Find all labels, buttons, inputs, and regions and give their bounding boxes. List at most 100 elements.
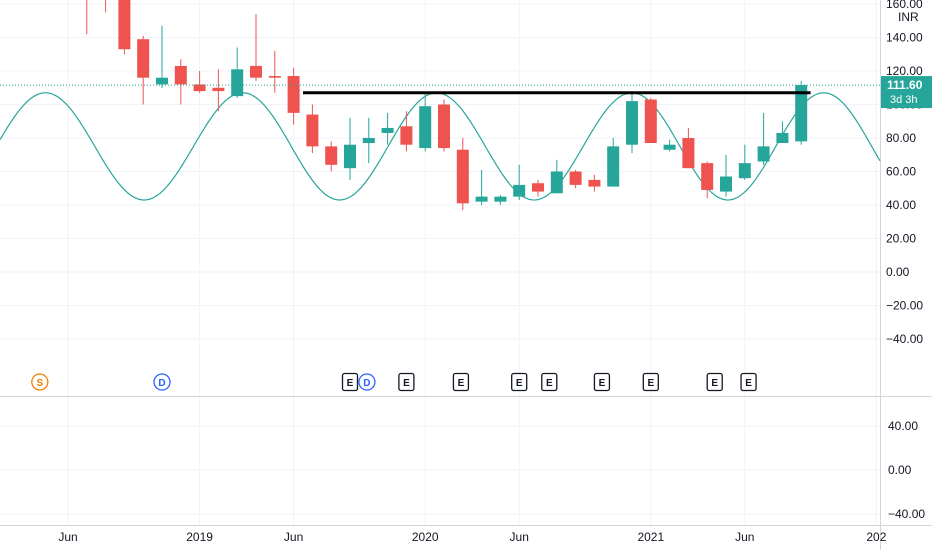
- price-tick-label: 20.00: [886, 232, 916, 246]
- candle-body: [419, 106, 432, 149]
- candle-body: [569, 171, 582, 185]
- candle: [400, 111, 413, 152]
- lower-tick-label: 0.00: [888, 463, 912, 477]
- candle: [325, 141, 338, 172]
- candle: [456, 138, 469, 211]
- candle: [156, 25, 168, 88]
- price-tick-label: 80.00: [886, 131, 916, 145]
- candle-body: [325, 146, 338, 165]
- currency-label[interactable]: INR: [898, 10, 919, 24]
- candle: [663, 139, 676, 152]
- last-price-label-layer: 111.60 3d 3h: [881, 76, 932, 109]
- candle-body: [701, 163, 714, 190]
- event-marker-box: [593, 372, 611, 392]
- event-marker-letter: E: [546, 378, 553, 389]
- event-marker-letter: E: [347, 378, 354, 389]
- price-tick-label: 160.00: [886, 0, 923, 11]
- candle: [607, 138, 620, 187]
- candle: [701, 161, 714, 199]
- earnings-event-marker[interactable]: E: [740, 372, 757, 392]
- candle: [475, 169, 488, 205]
- candle: [306, 104, 319, 154]
- candle: [344, 117, 356, 180]
- candle-body: [306, 114, 319, 147]
- time-tick-label: 2021: [637, 530, 664, 544]
- time-tick-label: Jun: [735, 530, 754, 544]
- candle-body: [532, 183, 544, 192]
- candle-body: [513, 184, 526, 197]
- candle: [250, 14, 262, 82]
- event-marker-box: [452, 372, 470, 392]
- dividend-event-marker[interactable]: D: [358, 373, 376, 391]
- split-event-marker[interactable]: S: [31, 373, 49, 391]
- earnings-event-marker[interactable]: E: [341, 372, 359, 392]
- candle: [738, 144, 751, 180]
- earnings-event-marker[interactable]: E: [541, 372, 558, 392]
- candle-body: [644, 99, 657, 144]
- candle: [494, 194, 507, 205]
- event-marker-letter: E: [711, 378, 718, 389]
- candle-body: [156, 77, 168, 85]
- earnings-event-marker[interactable]: E: [452, 372, 470, 392]
- candle: [231, 47, 244, 98]
- candle: [381, 112, 394, 145]
- earnings-event-marker[interactable]: E: [642, 372, 659, 392]
- time-tick-label: Jun: [58, 530, 77, 544]
- event-marker-letter: D: [363, 378, 370, 389]
- event-marker-circle: [153, 373, 171, 391]
- event-marker-box: [541, 372, 558, 392]
- candle: [86, 0, 88, 35]
- price-tick-label: 40.00: [886, 198, 916, 212]
- bar-countdown: 3d 3h: [890, 94, 918, 106]
- time-tick-label: Jun: [284, 530, 303, 544]
- earnings-event-marker[interactable]: E: [398, 372, 415, 392]
- dividend-event-marker[interactable]: D: [153, 373, 171, 391]
- time-axis[interactable]: Jun 2019 Jun 2020 Jun 2021 Jun 202: [58, 530, 886, 544]
- candle: [795, 81, 808, 145]
- price-tick-label: 120.00: [886, 64, 923, 78]
- candle: [513, 164, 526, 200]
- earnings-event-marker[interactable]: E: [706, 372, 723, 392]
- earnings-event-marker[interactable]: E: [593, 372, 611, 392]
- candle-body: [757, 146, 770, 162]
- time-tick-label: 202: [866, 530, 886, 544]
- candle-body: [174, 65, 187, 85]
- candle-body: [137, 39, 150, 78]
- event-marker-letter: S: [36, 378, 43, 389]
- candle-body: [118, 0, 131, 50]
- candle: [438, 99, 450, 152]
- event-marker-letter: D: [158, 378, 165, 389]
- candle: [105, 0, 107, 13]
- candle: [569, 169, 582, 189]
- event-marker-box: [740, 372, 757, 392]
- candle-body: [795, 85, 808, 142]
- candle-body: [550, 171, 563, 194]
- candles: [86, 0, 808, 211]
- candle-body: [250, 65, 262, 78]
- candle-body: [682, 138, 695, 169]
- candle-body: [231, 69, 244, 97]
- candle-body: [663, 144, 676, 150]
- candle: [174, 59, 187, 105]
- candle-body: [287, 76, 300, 113]
- candle: [419, 94, 432, 152]
- candle-body: [720, 176, 732, 192]
- event-marker-circle: [358, 373, 376, 391]
- lower-pane-axis[interactable]: 40.00 0.00 −40.00: [888, 419, 925, 521]
- event-marker-box: [511, 372, 528, 392]
- lower-tick-label: 40.00: [888, 419, 918, 433]
- candle: [757, 112, 770, 165]
- event-marker-box: [706, 372, 723, 392]
- price-tick-label: −20.00: [886, 299, 923, 313]
- price-axis[interactable]: 180.00160.00140.00120.00100.0080.0060.00…: [886, 0, 923, 346]
- earnings-event-marker[interactable]: E: [511, 372, 528, 392]
- event-marker-letter: E: [745, 378, 752, 389]
- last-price-badge: [881, 76, 932, 109]
- candle: [532, 179, 544, 197]
- candle-body: [212, 87, 225, 92]
- candle: [362, 117, 375, 164]
- candle-body: [738, 163, 751, 179]
